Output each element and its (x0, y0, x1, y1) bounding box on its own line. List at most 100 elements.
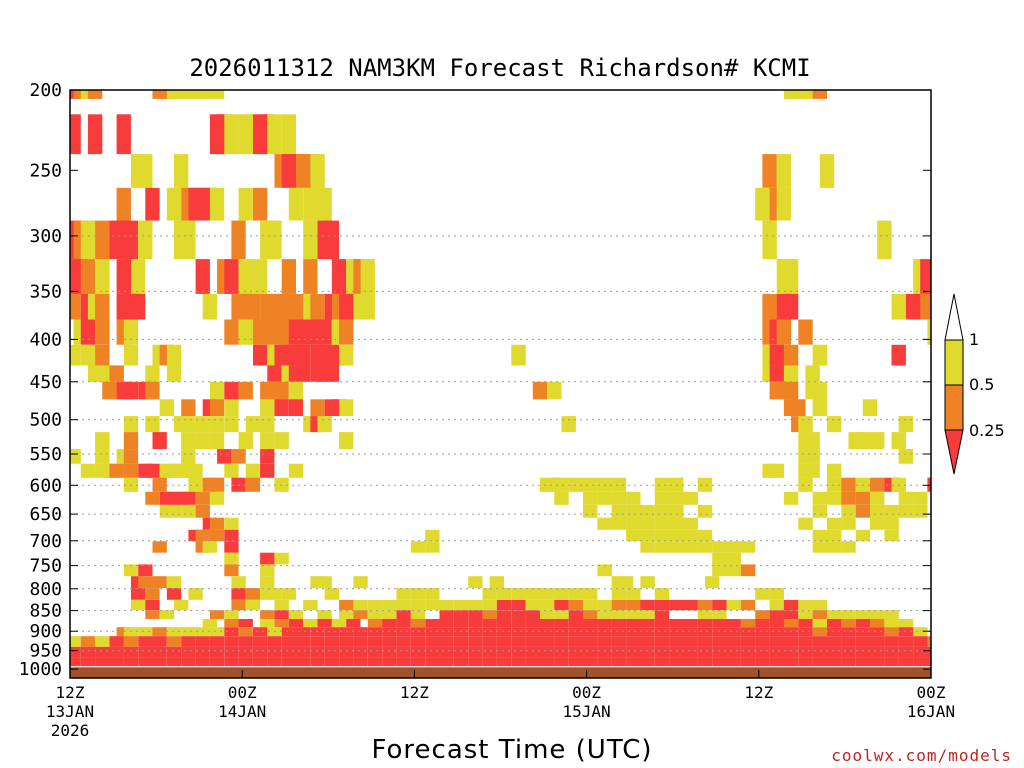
x-tick-label: 12Z (400, 683, 429, 702)
heatmap-cell (95, 365, 110, 382)
heatmap-cell (855, 432, 871, 450)
heatmap-cell (798, 619, 813, 628)
heatmap-cell (496, 636, 512, 647)
heatmap-cell (238, 657, 253, 667)
heatmap-cell (561, 416, 576, 433)
heatmap-cell (769, 588, 784, 600)
heatmap-cell (410, 657, 426, 667)
heatmap-cell (669, 529, 684, 542)
heatmap-cell (274, 552, 289, 565)
heatmap-cell (109, 463, 124, 478)
heatmap-cell (70, 636, 81, 647)
heatmap-cell (260, 399, 275, 416)
heatmap-cell (855, 491, 871, 505)
heatmap-cell (805, 365, 820, 382)
heatmap-cell (812, 399, 827, 416)
heatmap-cell (267, 646, 282, 658)
heatmap-cell (209, 517, 225, 530)
heatmap-cell (367, 619, 383, 628)
heatmap-cell (654, 529, 670, 542)
heatmap-cell (697, 636, 713, 647)
heatmap-cell (80, 220, 96, 260)
heatmap-cell (87, 90, 103, 99)
heatmap-cell (324, 646, 339, 658)
heatmap-cell (870, 636, 885, 647)
heatmap-cell (410, 541, 426, 553)
heatmap-cell (288, 399, 304, 416)
heatmap-cell (159, 610, 174, 619)
heatmap-cell (281, 293, 296, 320)
heatmap-cell (468, 610, 483, 619)
heatmap-cell (783, 344, 799, 366)
heatmap-cell (367, 636, 383, 647)
heatmap-cell (324, 627, 339, 637)
heatmap-cell (188, 477, 203, 492)
heatmap-cell (274, 399, 289, 416)
heatmap-cell (260, 576, 275, 589)
heatmap-cell (568, 477, 584, 492)
heatmap-cell (195, 529, 210, 542)
heatmap-cell (231, 588, 246, 600)
heatmap-cell (827, 463, 842, 478)
heatmap-cell (482, 599, 497, 611)
heatmap-cell (95, 319, 110, 345)
heatmap-cell (812, 627, 827, 637)
heatmap-cell (174, 599, 189, 611)
heatmap-cell (188, 529, 203, 542)
heatmap-cell (195, 432, 210, 450)
heatmap-cell (827, 541, 842, 553)
heatmap-cell (740, 657, 756, 667)
heatmap-cell (769, 646, 784, 658)
heatmap-cell (382, 646, 397, 658)
heatmap-cell (783, 259, 799, 294)
heatmap-cell (138, 627, 153, 637)
heatmap-cell (339, 610, 354, 619)
heatmap-cell (726, 541, 741, 553)
heatmap-cell (288, 187, 304, 221)
heatmap-cell (496, 610, 512, 619)
heatmap-cell (705, 576, 720, 589)
heatmap-cell (410, 646, 426, 658)
heatmap-cell (267, 636, 282, 647)
heatmap-cell (683, 529, 698, 542)
heatmap-cell (131, 293, 146, 320)
heatmap-cell (697, 627, 713, 637)
heatmap-cell (145, 416, 160, 433)
heatmap-cell (109, 657, 124, 667)
heatmap-cell (145, 610, 160, 619)
heatmap-cell (123, 564, 139, 577)
heatmap-cell (209, 90, 225, 99)
heatmap-cell (95, 432, 110, 450)
heatmap-cell (95, 646, 110, 658)
heatmap-cell (166, 627, 182, 637)
heatmap-cell (224, 646, 239, 658)
heatmap-cell (712, 636, 727, 647)
heatmap-cell (511, 619, 526, 628)
heatmap-cell (339, 599, 354, 611)
heatmap-cell (626, 504, 641, 518)
heatmap-cell (238, 259, 253, 294)
heatmap-cell (640, 504, 655, 518)
heatmap-cell (468, 636, 483, 647)
heatmap-cell (195, 259, 210, 294)
heatmap-cell (159, 90, 174, 99)
heatmap-cell (281, 646, 296, 658)
heatmap-cell (798, 657, 813, 667)
heatmap-cell (267, 588, 282, 600)
heatmap-cell (683, 627, 698, 637)
heatmap-cell (855, 619, 871, 628)
heatmap-cell (224, 541, 239, 553)
heatmap-cell (489, 576, 504, 589)
heatmap-cell (783, 365, 799, 382)
heatmap-cell (855, 529, 871, 542)
heatmap-cell (253, 636, 268, 647)
heatmap-cell (382, 657, 397, 667)
heatmap-cell (583, 646, 598, 658)
heatmap-cell (123, 646, 139, 658)
y-tick-label: 700 (29, 531, 62, 552)
heatmap-cell (253, 187, 268, 221)
heatmap-cell (870, 491, 885, 505)
heatmap-cell (532, 381, 548, 400)
heatmap-cell (640, 599, 655, 611)
